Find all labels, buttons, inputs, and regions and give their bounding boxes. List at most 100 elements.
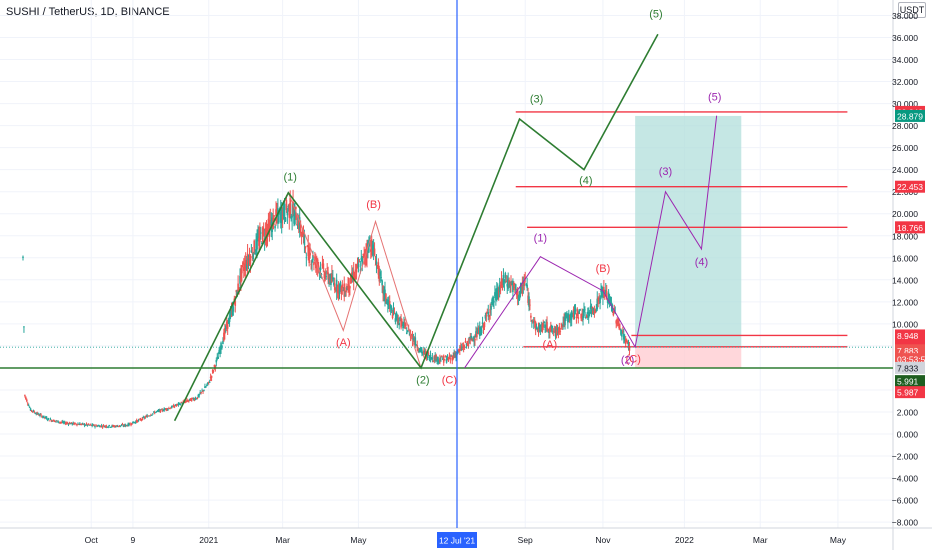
candle-body (65, 422, 68, 424)
candle-body (218, 350, 220, 354)
candle-body (478, 327, 481, 336)
candle-body (513, 283, 515, 286)
candle-body (176, 403, 179, 405)
candle-body (119, 425, 122, 427)
candle-body (228, 315, 231, 323)
candle-body (220, 342, 222, 350)
candle-body (432, 360, 435, 362)
currency-selector[interactable]: USDT (898, 2, 926, 18)
candle-body (519, 287, 522, 294)
candle-body (197, 394, 200, 398)
candle-body (140, 419, 143, 421)
price-axis[interactable]: −8.000−6.000−4.000−2.0000.0002.0004.0006… (892, 11, 919, 528)
candle-body (321, 263, 324, 267)
candle-body (490, 305, 492, 310)
candle-body (502, 275, 505, 285)
candle-body (576, 309, 579, 316)
candle-body (435, 354, 437, 360)
candle-body (24, 395, 26, 396)
candle-body (116, 426, 119, 428)
candle-body (548, 331, 550, 333)
candle-body (131, 422, 133, 425)
candle-body (485, 315, 488, 317)
candle-body (167, 408, 169, 410)
candle-body (470, 335, 473, 340)
candle-body (114, 425, 116, 427)
price-tags: 29.24328.87922.45318.7668.9487.9167.8830… (895, 105, 930, 399)
candle-body (570, 311, 573, 320)
candle-body (514, 284, 517, 291)
candle-body (200, 392, 202, 393)
wave-label: (5) (649, 9, 662, 21)
candle-body (117, 426, 120, 427)
candle-body (537, 328, 540, 333)
candle-body (466, 341, 469, 345)
candle-body (238, 287, 240, 289)
candle-body (38, 415, 40, 417)
candle-body (313, 262, 315, 266)
candle-body (381, 280, 383, 286)
candle-body (235, 290, 238, 292)
candle-body (609, 298, 612, 306)
candle-body (561, 324, 563, 328)
candle-body (484, 315, 487, 319)
candle-body (112, 425, 114, 427)
candle-body (625, 339, 628, 341)
candle-body (227, 318, 230, 324)
candle-body (436, 358, 438, 363)
candle-body (421, 349, 423, 354)
candle-body (598, 298, 600, 302)
candle-body (136, 420, 139, 423)
candle-body (414, 337, 417, 346)
candle-body (106, 426, 109, 428)
candle-body (89, 424, 92, 426)
candle-body (387, 303, 390, 309)
candle-body (192, 398, 195, 400)
candle-body (489, 308, 491, 314)
candle-body (553, 327, 556, 329)
candle-body (57, 420, 59, 423)
candle-body (450, 355, 453, 357)
candle-body (134, 421, 137, 423)
candle-body (449, 358, 452, 360)
wave-label: (4) (579, 175, 592, 187)
candle-body (546, 321, 548, 331)
candle-body (602, 289, 604, 298)
candle-body (113, 426, 115, 428)
candle-body (244, 260, 247, 271)
candle-body (186, 399, 188, 402)
candle-body (45, 417, 48, 420)
candle-body (608, 296, 611, 302)
candle-body (291, 215, 293, 218)
candle-body (154, 412, 157, 413)
time-axis[interactable]: Oct 9 2021 Mar May Sep Nov 2022 Mar May 12 Jul '21 (85, 532, 847, 548)
candle-body (585, 316, 587, 319)
candle-body (555, 327, 558, 335)
candle-body (73, 422, 75, 425)
candle-body (545, 321, 547, 328)
candle-body (620, 329, 622, 335)
candle-body (310, 264, 312, 265)
candle-body (290, 216, 292, 220)
candle-body (248, 257, 251, 264)
candle-body (446, 357, 449, 360)
candle-body (254, 252, 256, 255)
candle-body (157, 410, 160, 412)
candle-body (330, 274, 332, 286)
time-tick-label: 9 (131, 535, 136, 545)
candle-body (617, 320, 619, 325)
candle-body (465, 343, 468, 345)
candle-body (269, 219, 272, 225)
time-tick-label: Sep (518, 535, 533, 545)
candle-body (70, 422, 73, 424)
wave-label: (1) (534, 232, 547, 244)
candle-body (482, 324, 485, 329)
candle-body (132, 421, 134, 424)
candle-body (29, 408, 32, 411)
candle-body (260, 232, 262, 234)
candle-body (591, 307, 594, 309)
candle-body (203, 389, 205, 391)
candle-body (565, 314, 567, 318)
candle-body (400, 318, 402, 328)
